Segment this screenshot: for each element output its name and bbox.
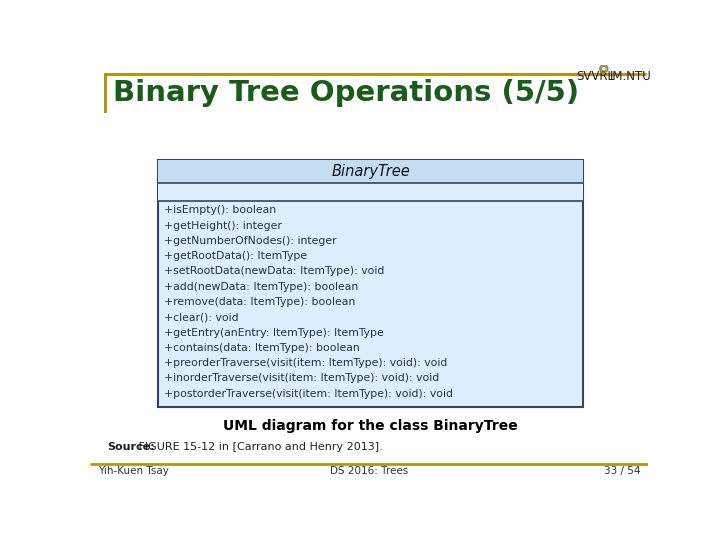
- Text: +preorderTraverse(visit(item: ItemType): void): void: +preorderTraverse(visit(item: ItemType):…: [163, 358, 447, 368]
- Text: Yih-Kuen Tsay: Yih-Kuen Tsay: [98, 465, 168, 476]
- Bar: [104, 72, 107, 112]
- Text: +getEntry(anEntry: ItemType): ItemType: +getEntry(anEntry: ItemType): ItemType: [163, 328, 383, 338]
- Text: +add(newData: ItemType): boolean: +add(newData: ItemType): boolean: [163, 282, 358, 292]
- Text: FIGURE 15-12 in [Carrano and Henry 2013].: FIGURE 15-12 in [Carrano and Henry 2013]…: [135, 442, 383, 452]
- Bar: [158, 159, 583, 408]
- Text: +remove(data: ItemType): boolean: +remove(data: ItemType): boolean: [163, 297, 355, 307]
- Text: +getRootData(): ItemType: +getRootData(): ItemType: [163, 251, 307, 261]
- Bar: [158, 159, 583, 183]
- Text: DS 2016: Trees: DS 2016: Trees: [330, 465, 408, 476]
- Text: 33 / 54: 33 / 54: [604, 465, 640, 476]
- Text: +isEmpty(): boolean: +isEmpty(): boolean: [163, 205, 276, 215]
- Text: +inorderTraverse(visit(item: ItemType): void): void: +inorderTraverse(visit(item: ItemType): …: [163, 373, 439, 383]
- Bar: [158, 183, 583, 201]
- Text: +contains(data: ItemType): boolean: +contains(data: ItemType): boolean: [163, 343, 359, 353]
- Text: +getNumberOfNodes(): integer: +getNumberOfNodes(): integer: [163, 236, 336, 246]
- Text: +getHeight(): integer: +getHeight(): integer: [163, 220, 282, 231]
- Text: +clear(): void: +clear(): void: [163, 312, 238, 322]
- Text: +setRootData(newData: ItemType): void: +setRootData(newData: ItemType): void: [163, 266, 384, 276]
- Text: Source:: Source:: [107, 442, 155, 452]
- Text: SVVRL: SVVRL: [577, 70, 615, 83]
- Text: UML diagram for the class BinaryTree: UML diagram for the class BinaryTree: [223, 419, 518, 433]
- Text: IM.NTU: IM.NTU: [610, 70, 652, 83]
- Text: Binary Tree Operations (5/5): Binary Tree Operations (5/5): [113, 79, 580, 107]
- Text: +postorderTraverse(visit(item: ItemType): void): void: +postorderTraverse(visit(item: ItemType)…: [163, 389, 453, 399]
- Text: BinaryTree: BinaryTree: [331, 164, 410, 179]
